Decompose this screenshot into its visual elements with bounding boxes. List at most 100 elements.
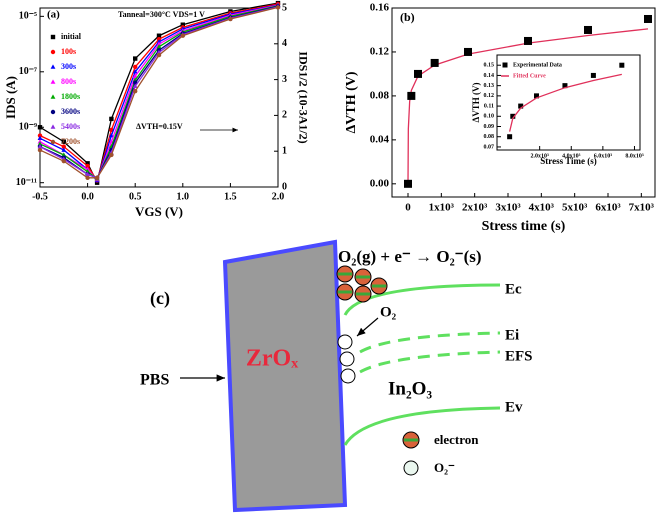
legend-swatch	[50, 64, 56, 69]
x-tick-label: 0.0	[81, 191, 94, 202]
marker	[133, 88, 138, 94]
legend-label: 300s	[61, 62, 76, 71]
marker	[524, 36, 532, 45]
ei-band	[359, 331, 501, 354]
marker	[37, 147, 43, 153]
y-tick-label: 0.04	[370, 133, 390, 145]
ev-band	[343, 406, 501, 446]
x-tick-label: -0.5	[32, 191, 48, 202]
marker	[507, 134, 513, 140]
y-tick-label: 0.09	[484, 124, 495, 130]
marker	[156, 44, 162, 49]
y-tick-label: 0.12	[370, 45, 390, 57]
y-tick-label: 0.14	[484, 73, 495, 79]
marker	[94, 175, 100, 181]
series-line	[407, 28, 649, 184]
y2-tick-label: 5	[282, 2, 287, 13]
series-line	[39, 2, 279, 185]
marker	[464, 47, 472, 56]
y2-tick-label: 2	[282, 110, 287, 121]
legend-swatch	[50, 124, 56, 129]
marker	[133, 56, 138, 61]
marker	[156, 41, 162, 46]
o2-arrow	[356, 317, 379, 337]
marker	[61, 144, 66, 149]
x-tick-label: 7x10³	[629, 202, 655, 214]
x-tick-label: 2x10³	[462, 202, 488, 214]
marker	[133, 64, 138, 70]
marker	[518, 103, 524, 109]
marker	[275, 5, 281, 10]
marker	[534, 93, 540, 99]
x-tick-label: 4x10³	[529, 202, 555, 214]
legend-label: 5400s	[61, 122, 80, 131]
ec-label: Ec	[505, 281, 522, 297]
electron-bands	[338, 272, 386, 296]
o2-ion	[337, 334, 353, 350]
x-tick-label: 5x10³	[562, 202, 588, 214]
adsorbed-o2	[337, 334, 356, 384]
y-tick-label: 0.15	[484, 63, 495, 69]
panel-label: (c)	[150, 288, 170, 309]
y2-tick-label: 1	[282, 145, 287, 156]
marker	[37, 135, 43, 141]
marker	[562, 83, 568, 89]
marker	[109, 152, 114, 158]
legend-label: 100s	[61, 47, 76, 56]
charts: -0.5 0.0 0.5 1.0 1.5 2.0 10⁻¹¹ 10⁻⁹ 10⁻⁷ 10⁻⁵ 0 1 2 3…	[3, 0, 656, 234]
y2-tick-label: 0	[282, 181, 287, 192]
x-tick-label: 6.0x10³	[594, 153, 613, 159]
zrox-label: ZrOₓ	[246, 346, 298, 372]
x-tick-label: 6x10³	[595, 202, 621, 214]
marker	[109, 116, 114, 122]
x-axis-label: VGS (V)	[135, 204, 183, 219]
legend-label: 1800s	[61, 92, 80, 101]
legend-o2-icon	[403, 460, 419, 476]
marker	[132, 69, 138, 74]
y-tick-label: 10⁻⁵	[19, 11, 37, 22]
marker	[37, 141, 43, 146]
y-tick-label: 0.07	[484, 144, 495, 150]
ei-label: Ei	[505, 327, 519, 343]
legend-label: 7200s	[61, 137, 80, 146]
y-tick-label: 0.12	[484, 93, 495, 99]
y-tick-label: 0.11	[484, 103, 494, 109]
legend-o2: O₂⁻	[434, 460, 455, 475]
in2o3-label: In₂O₃	[388, 378, 432, 399]
marker	[85, 163, 90, 169]
marker	[228, 16, 233, 22]
y-tick-label: 0.13	[484, 83, 495, 89]
x-tick-label: 3x10³	[495, 202, 521, 214]
marker	[414, 69, 422, 78]
marker	[61, 147, 67, 152]
y-axis-label: ΔVTH (V)	[471, 83, 481, 123]
y-tick-label: 10⁻¹¹	[16, 177, 37, 188]
y-tick-label: 0.10	[484, 114, 495, 120]
legend-swatch	[50, 94, 56, 99]
marker	[407, 91, 416, 100]
marker	[85, 171, 91, 177]
marker	[156, 33, 162, 38]
marker	[61, 158, 66, 164]
legend-label: 3600s	[61, 107, 80, 116]
legend-swatch	[50, 49, 56, 55]
marker	[404, 179, 412, 188]
marker	[61, 139, 66, 144]
x-tick-label: 8.0x10³	[625, 153, 644, 159]
marker	[85, 175, 90, 181]
y2-axis-label: IDS1/2 (10-3A1/2)	[296, 51, 310, 143]
o2-ion	[340, 368, 356, 384]
o2-ion	[339, 351, 355, 367]
x-tick-label: 1x10³	[429, 202, 455, 214]
marker	[430, 58, 439, 67]
marker	[510, 113, 516, 119]
panel-label: (a)	[47, 9, 60, 21]
marker	[61, 152, 67, 157]
marker	[156, 49, 162, 55]
y-tick-label: 0.08	[484, 134, 495, 140]
y-tick-label: 0.16	[370, 2, 390, 14]
annotation: ΔVTH=0.15V	[136, 122, 183, 131]
y-tick-label: 0.00	[370, 177, 390, 189]
marker	[156, 52, 162, 58]
marker	[590, 72, 596, 78]
